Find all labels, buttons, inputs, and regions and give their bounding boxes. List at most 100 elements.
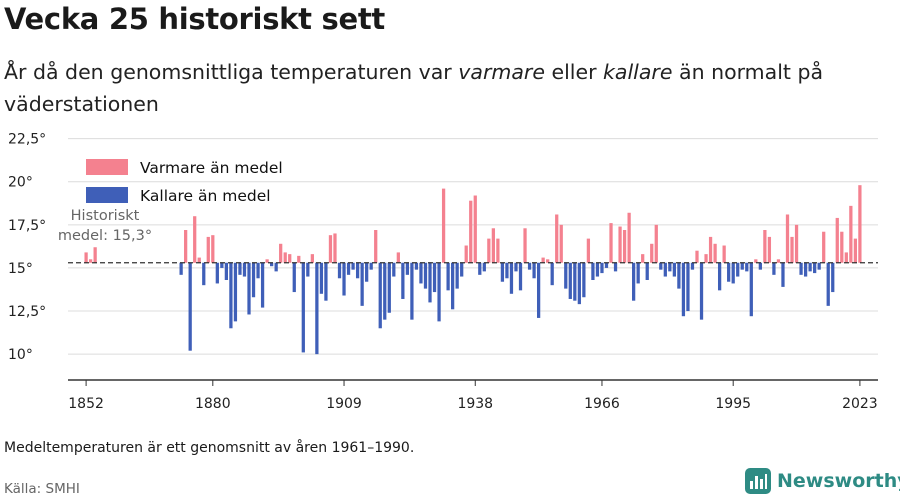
subtitle-cold: kallare [603,60,673,84]
bar-1901 [306,262,310,277]
bar-1951 [532,262,536,279]
x-tick-label: 1909 [326,396,362,412]
bar-2013 [813,262,817,274]
y-tick-label: 10° [8,347,33,363]
x-tick-label: 1880 [195,396,231,412]
bar-1888 [247,262,251,315]
bar-1954 [546,259,550,263]
bar-1987 [695,250,699,263]
bar-1875 [188,262,192,351]
bar-1910 [346,262,351,275]
bar-1963 [586,238,591,263]
x-tick-label: 1938 [457,396,493,412]
footnote: Medeltemperaturen är ett genomsnitt av å… [4,440,415,456]
bar-1991 [713,243,717,263]
bar-1932 [446,262,450,291]
bar-1892 [265,259,269,263]
bar-1938 [473,195,477,263]
bar-1997 [740,262,744,270]
bar-1985 [686,262,690,312]
bar-1873 [179,262,183,275]
bar-1899 [297,255,301,263]
bar-1939 [478,262,482,275]
subtitle-part3: än normalt på väderstationen [4,60,824,116]
bar-1890 [256,262,260,279]
bar-1967 [604,262,609,268]
bar-2012 [808,262,812,272]
bar-1918 [383,262,387,320]
bar-1893 [270,262,274,267]
bar-1917 [378,262,382,329]
brand-name: Newsworthy [777,470,900,492]
bar-2006 [781,262,785,287]
page-title: Vecka 25 historiskt sett [4,2,385,36]
bar-1880 [211,235,215,263]
bar-1930 [437,262,441,322]
bar-1952 [536,262,541,318]
bar-1934 [455,262,459,289]
bar-1942 [491,228,495,263]
bar-1923 [405,262,410,275]
y-tick-label: 12,5° [8,304,46,320]
x-tick-label: 1852 [68,396,104,412]
bar-1853 [89,259,93,263]
bar-1908 [337,262,342,279]
bar-1969 [613,262,618,272]
bar-2001 [758,262,762,270]
bar-1878 [202,262,206,286]
bar-1940 [482,262,486,272]
bar-1996 [736,262,740,277]
bar-1904 [319,262,324,294]
bar-1935 [460,262,464,277]
bar-1953 [541,257,545,263]
bar-1895 [279,243,283,263]
bar-2019 [840,231,844,263]
bar-1884 [229,262,233,329]
bar-1989 [704,254,708,263]
bar-1980 [663,262,667,277]
legend-cold-swatch [86,187,128,203]
bar-1905 [324,262,328,301]
bar-1927 [423,262,428,289]
bar-2018 [835,217,839,263]
bar-1881 [215,262,219,284]
bar-1936 [464,245,468,263]
bar-1852 [84,252,88,263]
bar-1968 [609,223,613,263]
bar-2009 [794,224,799,263]
brand-logo: Newsworthy [745,468,900,494]
bar-2008 [790,236,794,263]
bar-1898 [292,262,296,293]
bar-1874 [184,230,188,263]
bar-1972 [627,212,631,263]
bar-1984 [681,262,686,317]
bar-2003 [767,236,772,263]
y-tick-label: 22,5° [8,132,46,148]
bar-1944 [500,262,505,282]
baseline-label-line1: Historiskt [71,208,140,224]
bar-1947 [514,262,518,272]
bar-1979 [659,262,663,270]
bar-2020 [844,252,848,263]
y-tick-label: 17,5° [8,218,46,234]
bar-1956 [555,214,559,263]
bar-2007 [785,214,790,263]
bar-1948 [518,262,523,291]
bar-1990 [708,236,713,263]
bar-1973 [632,262,636,301]
bar-1916 [374,230,378,263]
bar-1981 [668,262,672,272]
bar-2011 [803,262,808,277]
bar-1999 [749,262,753,317]
bar-1941 [487,238,491,263]
bar-1925 [414,262,419,270]
y-tick-label: 20° [8,175,33,191]
bar-1977 [650,243,654,263]
y-axis-labels: 10° 12,5° 15° 17,5° 20° 22,5° [8,132,46,364]
bar-2014 [817,262,821,270]
bar-1900 [301,262,305,353]
y-tick-label: 15° [8,261,33,277]
bar-1933 [451,262,455,310]
bar-1959 [568,262,572,299]
bar-1998 [745,262,749,272]
